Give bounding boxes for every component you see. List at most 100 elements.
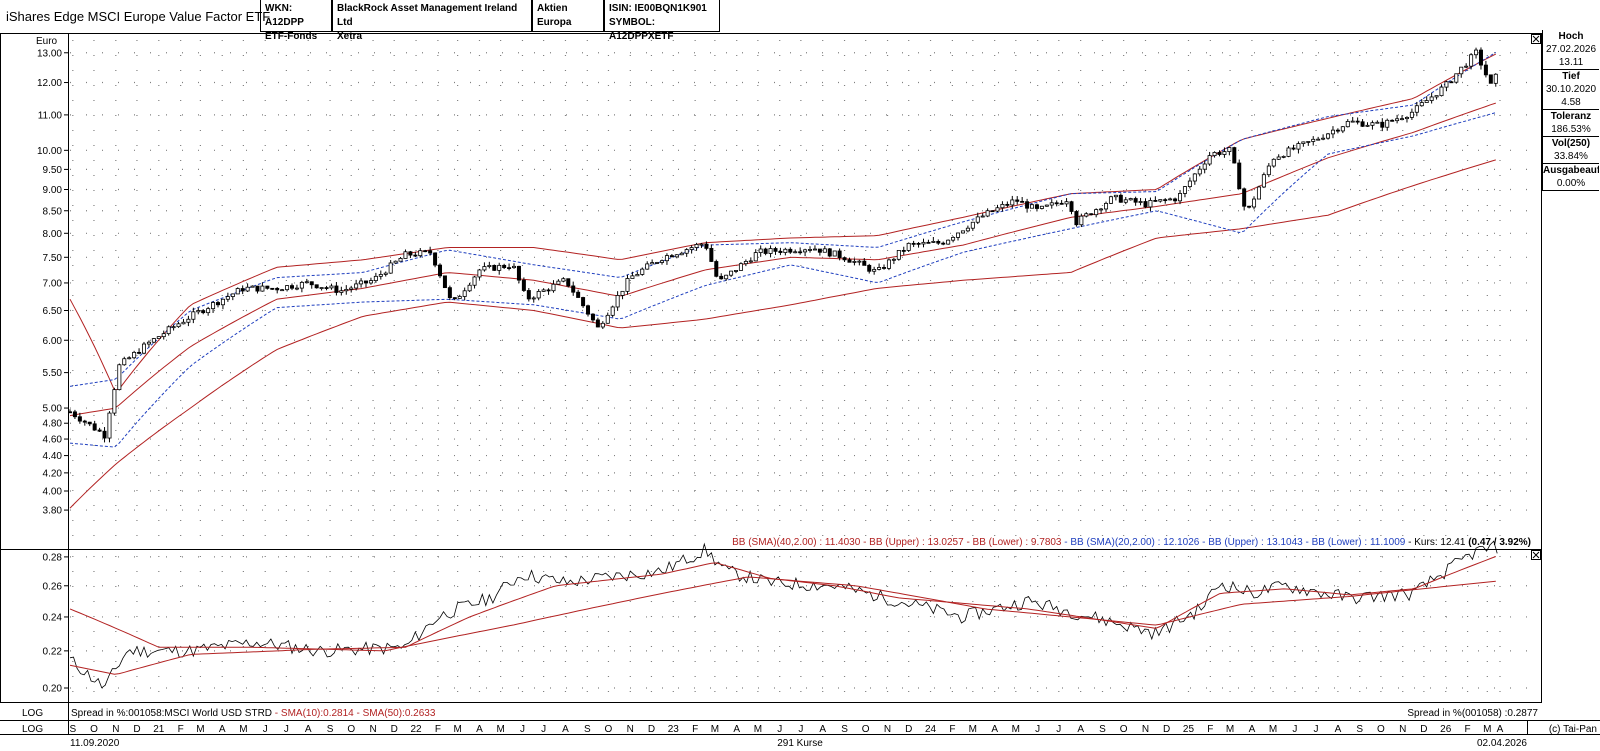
candle-up	[166, 326, 171, 335]
price-panel-close-icon[interactable]	[1531, 34, 1541, 44]
candle-up	[329, 285, 334, 289]
candle-up	[753, 252, 758, 262]
legend-bb40: BB (SMA)(40,2.00) : 11.4030 - BB (Upper)…	[732, 537, 1062, 548]
legend-change: (0.47 / 3.92%)	[1468, 537, 1531, 548]
candle-up	[674, 254, 679, 258]
candle-up	[748, 260, 753, 263]
candlesticks	[68, 47, 1498, 443]
log-label-bottom: LOG	[22, 724, 43, 735]
high-label: Hoch	[1558, 31, 1584, 42]
candle-up	[206, 308, 211, 314]
candle-up	[280, 289, 285, 292]
candle-down	[364, 280, 369, 284]
month-tick-label: A	[219, 724, 226, 735]
candle-up	[462, 290, 467, 297]
candle-down	[941, 242, 946, 245]
candle-up	[1039, 205, 1044, 209]
month-tick-label: J	[520, 724, 525, 735]
candle-up	[1138, 201, 1143, 203]
candle-down	[990, 210, 995, 213]
candle-down	[576, 291, 581, 298]
candle-down	[423, 250, 428, 253]
candle-up	[645, 263, 650, 270]
price-tick-label: 8.50	[43, 206, 63, 217]
candle-up	[803, 249, 808, 253]
candle-down	[1380, 121, 1385, 128]
spread-lines	[69, 540, 1498, 689]
candle-up	[482, 266, 487, 271]
candle-up	[822, 248, 827, 253]
candle-up	[1000, 203, 1005, 209]
candle-up	[960, 230, 965, 234]
candle-up	[1182, 186, 1187, 194]
candle-up	[418, 250, 423, 257]
candle-down	[926, 241, 931, 244]
candle-up	[112, 389, 117, 414]
spread-panel-close-icon[interactable]	[1531, 550, 1541, 560]
month-tick-label: A	[562, 724, 569, 735]
month-tick-label: M	[969, 724, 977, 735]
candle-up	[758, 248, 763, 253]
price-tick-label: 8.00	[43, 229, 63, 240]
wkn-box: WKN: A12DPP ETF-Fonds	[260, 0, 332, 42]
spread-legend-right: Spread in %(001058) :0.2877	[1407, 708, 1538, 719]
issuer-label: BlackRock Asset Management Ireland Ltd	[337, 3, 518, 28]
candle-up	[497, 264, 502, 271]
candle-up	[354, 283, 359, 289]
candle-up	[896, 249, 901, 260]
month-tick-label: J	[1292, 724, 1297, 735]
candle-down	[526, 290, 531, 300]
candle-down	[1020, 200, 1025, 203]
month-tick-label: M	[453, 724, 461, 735]
candle-down	[719, 275, 724, 280]
candle-up	[378, 274, 383, 277]
candle-up	[793, 251, 798, 254]
candle-down	[1034, 204, 1039, 209]
candle-up	[1306, 141, 1311, 143]
candle-down	[97, 429, 102, 432]
candle-up	[132, 351, 137, 359]
candle-up	[191, 311, 196, 320]
candle-up	[230, 293, 235, 297]
month-tick-label: J	[541, 724, 546, 735]
candle-up	[808, 249, 813, 251]
candle-down	[507, 267, 512, 269]
price-legend: BB (SMA)(40,2.00) : 11.4030 - BB (Upper)…	[732, 537, 1531, 548]
exchange-label: Xetra	[337, 31, 363, 42]
candle-up	[161, 333, 166, 338]
candle-up	[1049, 202, 1054, 206]
candle-down	[1217, 152, 1222, 155]
candle-up	[1429, 96, 1434, 101]
candle-up	[1474, 49, 1479, 56]
volatility-label: Vol(250)	[1543, 136, 1599, 150]
copyright: (c) Tai-Pan	[1549, 724, 1597, 735]
candle-down	[1143, 201, 1148, 208]
month-tick-label: J	[263, 724, 268, 735]
month-tick-label: M	[1269, 724, 1277, 735]
candle-up	[1395, 118, 1400, 122]
candle-up	[1123, 199, 1128, 203]
candle-down	[586, 305, 591, 315]
candle-up	[1261, 174, 1266, 188]
candle-up	[472, 276, 477, 286]
candle-down	[1360, 121, 1365, 127]
spread-tick-label: 0.28	[43, 552, 63, 563]
candle-down	[521, 279, 526, 291]
tolerance-label: Toleranz	[1543, 109, 1599, 123]
y-axis-label: Euro	[36, 36, 58, 47]
candle-up	[1178, 193, 1183, 202]
candle-up	[368, 280, 373, 284]
month-tick-label: M	[711, 724, 719, 735]
candle-down	[1153, 199, 1158, 202]
candle-up	[344, 288, 349, 292]
candle-down	[571, 285, 576, 293]
candle-down	[137, 351, 142, 354]
month-tick-label: D	[133, 724, 140, 735]
month-tick-label: S	[841, 724, 848, 735]
month-tick-label: D	[1163, 724, 1170, 735]
month-tick-label: A	[476, 724, 483, 735]
candle-up	[630, 275, 635, 279]
month-tick-label: F	[178, 724, 184, 735]
candle-up	[1128, 198, 1133, 201]
month-tick-label: 22	[410, 724, 422, 735]
